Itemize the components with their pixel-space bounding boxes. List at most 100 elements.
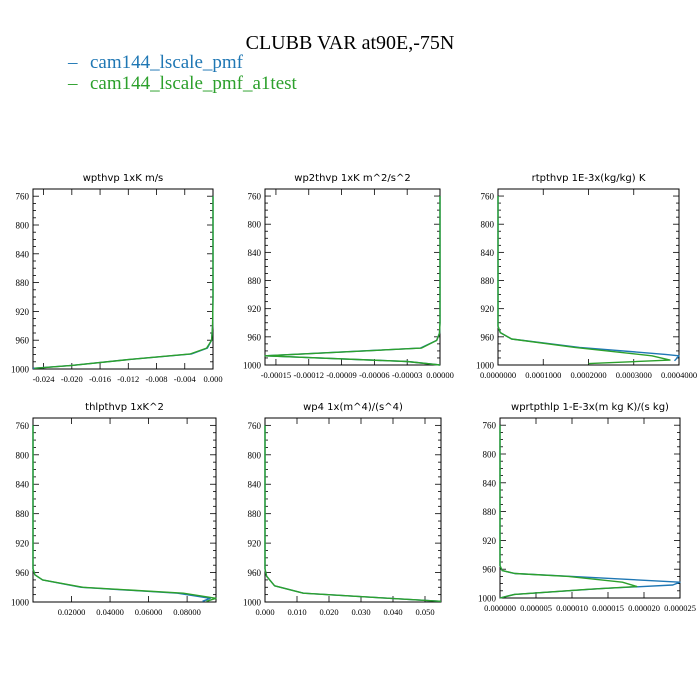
panel-0: wpthvp 1xK m/s7608008408809209601000-0.0… xyxy=(11,173,223,384)
panel-3: thlpthvp 1xK^2 760 800 840 880 920 960 1000 0.02… xyxy=(11,402,217,617)
x-tick-label-0-4: -0.008 xyxy=(146,374,168,384)
y-tick-label-4-2: 840 xyxy=(248,480,262,490)
x-tick-label-1-0: -0.00015 xyxy=(261,370,291,380)
legend-label-0: cam144_lscale_pmf xyxy=(90,52,244,73)
x-tick-label-0-3: -0.012 xyxy=(117,374,139,384)
panel-title-0: wpthvp 1xK m/s xyxy=(83,173,164,184)
x-tick-label-1-1: -0.00012 xyxy=(294,370,324,380)
y-tick-label-4-1: 800 xyxy=(248,450,262,460)
y-tick-label-0-5: 960 xyxy=(16,336,30,346)
y-tick-label-1-3: 880 xyxy=(248,276,262,286)
x-tick-label-1-4: -0.00003 xyxy=(392,370,422,380)
y-tick-label-0-1: 800 xyxy=(16,221,30,231)
x-tick-label-5-1: 0.000005 xyxy=(520,603,552,613)
x-tick-label-4-3: 0.030 xyxy=(351,607,370,617)
series-line-4-1 xyxy=(264,425,442,602)
y-tick-label-0-0: 760 xyxy=(16,192,30,202)
x-tick-label-4-0: 0.000 xyxy=(255,607,274,617)
y-tick-label-2-1: 800 xyxy=(481,220,495,230)
x-tick-label-0-0: -0.024 xyxy=(33,374,56,384)
series-line-1-1 xyxy=(264,196,441,366)
y-tick-label-3-1: 800 xyxy=(16,450,30,460)
y-tick-label-3-4: 920 xyxy=(16,539,30,549)
panel-title-5: wprtpthlp 1-E-3x(m kg K)/(s kg) xyxy=(511,402,669,413)
y-tick-label-1-2: 840 xyxy=(248,248,262,258)
x-tick-label-0-6: 0.000 xyxy=(203,374,222,384)
y-tick-label-2-4: 920 xyxy=(481,304,495,314)
y-tick-label-0-3: 880 xyxy=(16,278,30,288)
x-tick-label-0-1: -0.020 xyxy=(61,374,83,384)
y-tick-label-2-5: 960 xyxy=(481,332,495,342)
x-tick-label-3-0: 0.02000 xyxy=(58,607,86,617)
y-tick-label-2-3: 880 xyxy=(481,276,495,286)
panel-4: wp4 1x(m^4)/(s^4)76080084088092096010000… xyxy=(243,402,442,617)
x-tick-label-2-0: 0.0000000 xyxy=(480,370,516,380)
y-tick-label-5-6: 1000 xyxy=(478,594,497,604)
x-tick-label-4-5: 0.050 xyxy=(415,607,434,617)
x-tick-label-0-5: -0.004 xyxy=(174,374,197,384)
y-tick-label-1-0: 760 xyxy=(248,192,262,202)
y-tick-label-5-0: 760 xyxy=(483,421,497,431)
y-tick-label-3-3: 880 xyxy=(16,509,30,519)
y-tick-label-3-5: 960 xyxy=(16,568,30,578)
x-tick-label-1-2: -0.00009 xyxy=(326,370,356,380)
x-tick-label-2-4: 0.0004000 xyxy=(661,370,697,380)
x-tick-label-4-2: 0.020 xyxy=(319,607,338,617)
x-tick-label-5-4: 0.000020 xyxy=(628,603,660,613)
panel-title-2: rtpthvp 1E-3x(kg/kg) K xyxy=(532,173,646,184)
y-tick-label-4-5: 960 xyxy=(248,568,262,578)
panels-group: wpthvp 1xK m/s7608008408809209601000-0.0… xyxy=(11,173,697,617)
x-tick-label-5-2: 0.000010 xyxy=(556,603,588,613)
figure-title: CLUBB VAR at90E,-75N xyxy=(246,32,455,54)
y-tick-label-5-5: 960 xyxy=(483,565,497,575)
panel-2: rtpthvp 1E-3x(kg/kg) K 760 800 840 880 920 960… xyxy=(476,173,697,380)
figure-legend: – cam144_lscale_pmf – cam144_lscale_pmf_… xyxy=(67,52,298,94)
x-tick-label-1-3: -0.00006 xyxy=(359,370,389,380)
y-tick-label-4-6: 1000 xyxy=(243,598,262,608)
series-line-5-1 xyxy=(499,425,638,599)
legend-marker-1: – xyxy=(67,73,78,94)
y-tick-label-1-5: 960 xyxy=(248,332,262,342)
y-tick-label-0-4: 920 xyxy=(16,307,30,317)
y-tick-label-3-2: 840 xyxy=(16,480,30,490)
y-tick-label-1-4: 920 xyxy=(248,304,262,314)
x-tick-label-3-3: 0.08000 xyxy=(173,607,201,617)
y-tick-label-4-0: 760 xyxy=(248,421,262,431)
x-tick-label-0-2: -0.016 xyxy=(89,374,111,384)
x-tick-label-5-3: 0.000015 xyxy=(592,603,624,613)
x-tick-label-2-2: 0.0002000 xyxy=(570,370,606,380)
panel-title-1: wp2thvp 1xK m^2/s^2 xyxy=(294,173,410,184)
series-line-0-1 xyxy=(34,196,214,369)
x-tick-label-5-0: 0.000000 xyxy=(484,603,516,613)
panel-5: wprtpthlp 1-E-3x(m kg K)/(s kg) 760 800 840… xyxy=(478,402,696,613)
y-tick-label-0-6: 1000 xyxy=(11,365,30,375)
y-tick-label-2-6: 1000 xyxy=(476,361,495,371)
y-tick-label-5-4: 920 xyxy=(483,536,497,546)
x-tick-label-3-2: 0.06000 xyxy=(135,607,163,617)
y-tick-label-5-1: 800 xyxy=(483,450,497,460)
x-tick-label-2-1: 0.0001000 xyxy=(525,370,561,380)
y-tick-label-0-2: 840 xyxy=(16,249,30,259)
x-tick-label-3-1: 0.04000 xyxy=(96,607,124,617)
x-tick-label-4-1: 0.010 xyxy=(287,607,306,617)
series-line-3-1 xyxy=(32,425,217,602)
legend-marker-0: – xyxy=(67,52,78,73)
y-tick-label-4-4: 920 xyxy=(248,539,262,549)
panel-1: wp2thvp 1xK m^2/s^2 760 800 840 880 920 960 100… xyxy=(243,173,454,380)
legend-label-1: cam144_lscale_pmf_a1test xyxy=(90,73,298,94)
y-tick-label-4-3: 880 xyxy=(248,509,262,519)
series-line-2-1 xyxy=(497,196,671,365)
y-tick-label-2-0: 760 xyxy=(481,192,495,202)
y-tick-label-5-2: 840 xyxy=(483,478,497,488)
y-tick-label-3-6: 1000 xyxy=(11,598,30,608)
y-tick-label-2-2: 840 xyxy=(481,248,495,258)
panel-title-3: thlpthvp 1xK^2 xyxy=(85,402,164,413)
x-tick-label-4-4: 0.040 xyxy=(383,607,402,617)
x-tick-label-1-5: 0.00000 xyxy=(426,370,454,380)
panel-title-4: wp4 1x(m^4)/(s^4) xyxy=(303,402,403,413)
y-tick-label-1-6: 1000 xyxy=(243,361,262,371)
x-tick-label-5-5: 0.000025 xyxy=(664,603,696,613)
y-tick-label-1-1: 800 xyxy=(248,220,262,230)
y-tick-label-3-0: 760 xyxy=(16,421,30,431)
